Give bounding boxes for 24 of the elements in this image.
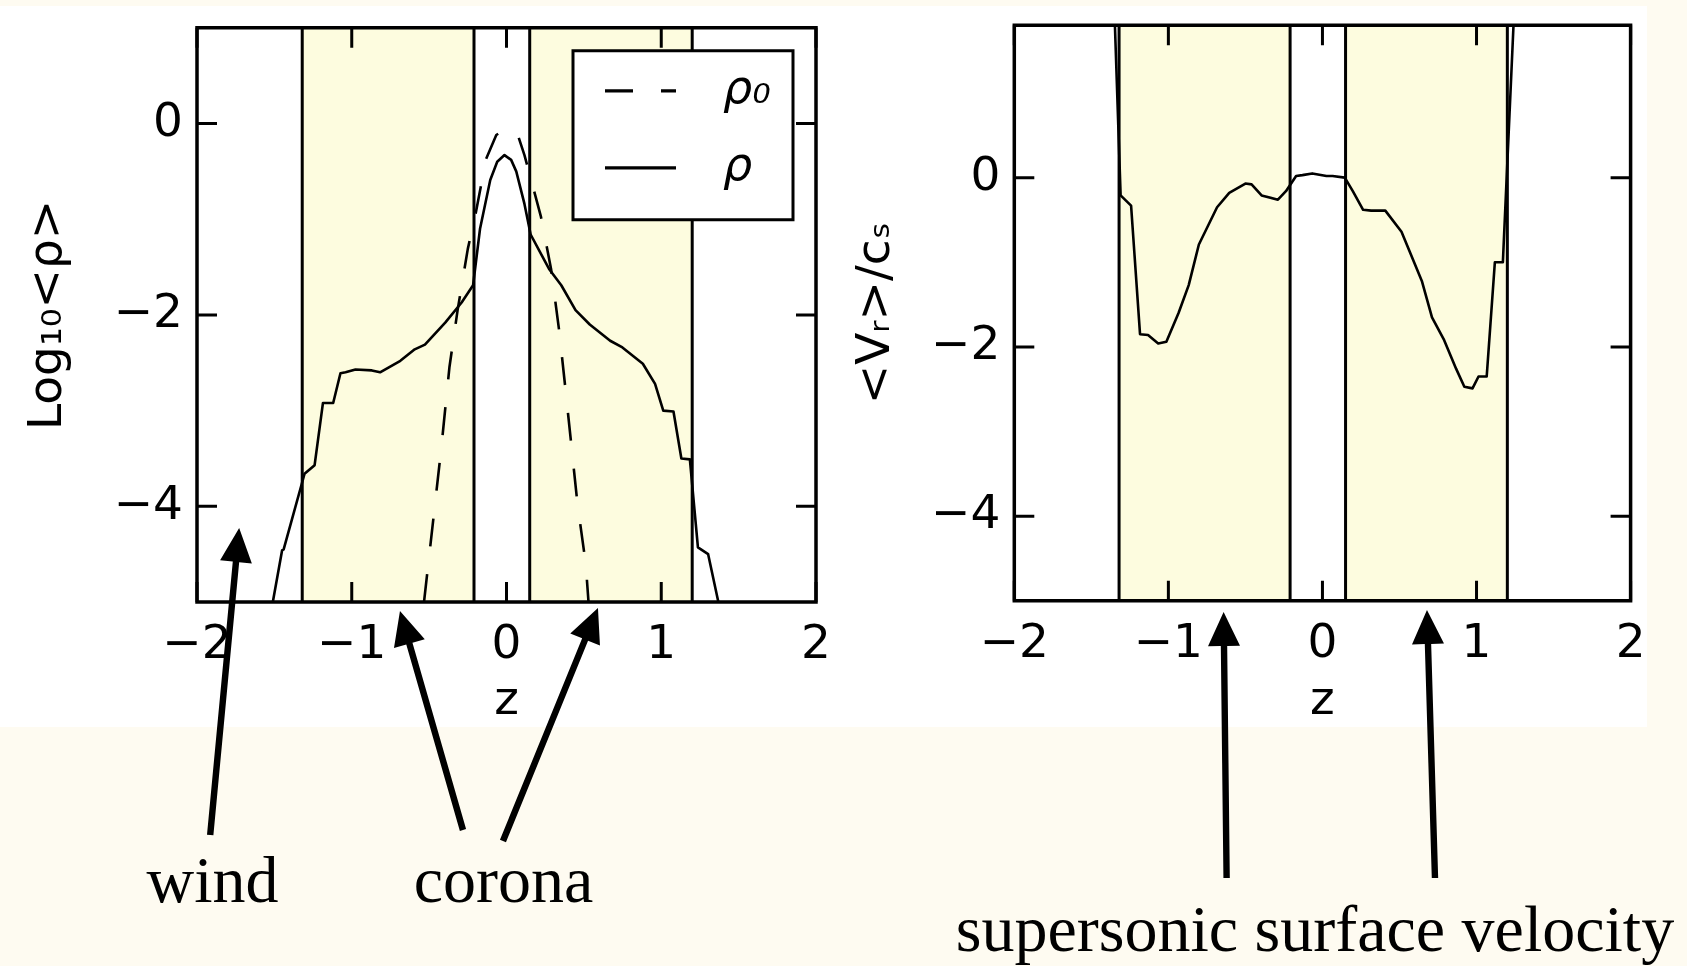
y-tick-label: −2 [113,283,183,339]
text: corona [413,843,594,916]
x-tick-label: 2 [1615,613,1646,669]
text: wind [146,843,279,916]
y-tick-label: −4 [931,484,1001,540]
y-axis-title: <Vᵣ>/cₛ [845,221,901,405]
x-tick-label: 1 [646,614,677,670]
x-axis-title: z [1310,670,1335,725]
x-axis-title: z [494,670,519,725]
x-tick-label: −2 [979,613,1049,669]
x-tick-label: 0 [491,614,522,670]
x-tick-label: −1 [1133,613,1204,669]
y-tick-label: 0 [153,91,183,147]
x-tick-label: 2 [801,614,831,670]
x-tick-label: −1 [317,614,387,670]
y-axis-title: Log₁₀<ρ> [17,199,73,431]
y-tick-label: 0 [970,145,1001,201]
legend-label: ρ [723,136,753,191]
x-tick-label: 1 [1461,613,1492,669]
text: supersonic surface velocity [955,892,1675,965]
legend-label: ρ₀ [723,59,771,114]
y-tick-label: −4 [113,474,183,530]
y-tick-label: −2 [931,315,1001,371]
x-tick-label: 0 [1307,613,1338,669]
